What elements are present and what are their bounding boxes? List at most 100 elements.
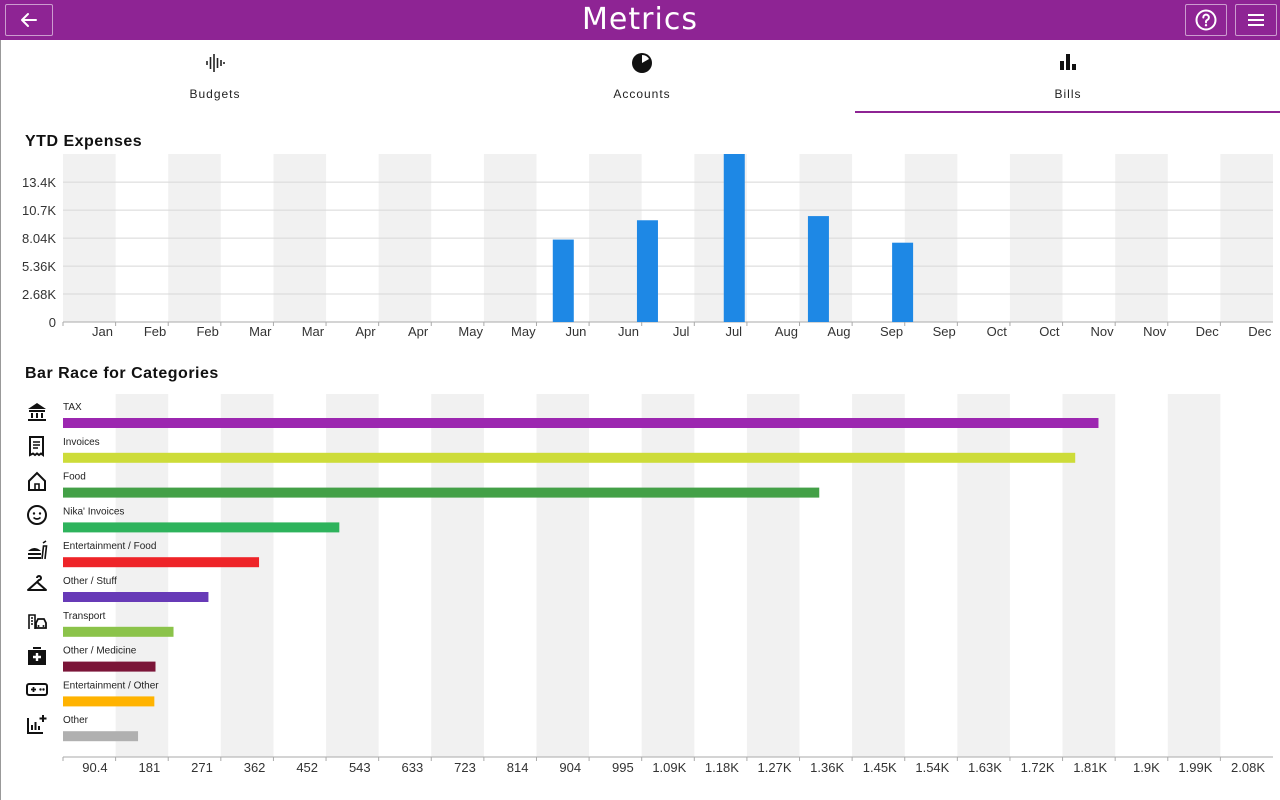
ytd-chart-title: YTD Expenses	[25, 133, 143, 150]
tab-indicator	[855, 111, 1280, 113]
x-tick-label: 633	[402, 760, 424, 775]
x-tick-label: Oct	[987, 324, 1008, 339]
bar-chart-icon	[1060, 54, 1076, 70]
x-tick-label: 1.63K	[968, 760, 1002, 775]
column-band	[431, 394, 484, 757]
expense-bar	[552, 239, 574, 322]
x-tick-label: 1.09K	[652, 760, 686, 775]
category-bar	[63, 731, 139, 742]
x-tick-label: 452	[296, 760, 318, 775]
back-button[interactable]	[5, 4, 53, 36]
house-icon	[28, 471, 46, 491]
tab-accounts[interactable]: Accounts	[429, 40, 855, 114]
category-bar	[63, 661, 156, 672]
help-circle-icon	[1195, 9, 1217, 31]
x-tick-label: May	[511, 324, 536, 339]
expense-bar	[807, 216, 829, 322]
tab-label: Bills	[1054, 87, 1082, 101]
medical-bag-icon	[28, 646, 46, 665]
category-label: Entertainment / Food	[63, 541, 156, 552]
category-label: Food	[63, 472, 86, 483]
help-button[interactable]	[1185, 4, 1227, 36]
x-tick-label: Sep	[933, 324, 956, 339]
x-tick-label: 1.18K	[705, 760, 739, 775]
category-label: Entertainment / Other	[63, 680, 159, 691]
category-label: Nika' Invoices	[63, 506, 124, 517]
category-label: Other / Medicine	[63, 646, 137, 657]
x-tick-label: 1.54K	[915, 760, 949, 775]
x-tick-label: Jun	[565, 324, 586, 339]
x-tick-label: 362	[244, 760, 266, 775]
x-tick-label: 1.27K	[758, 760, 792, 775]
category-bar	[63, 696, 155, 707]
column-band	[746, 394, 800, 757]
x-tick-label: Feb	[196, 324, 218, 339]
category-bar	[63, 522, 340, 533]
column-band	[957, 394, 1010, 757]
pie-chart-icon	[632, 53, 652, 73]
x-tick-label: 1.99K	[1178, 760, 1212, 775]
expense-bar	[723, 154, 745, 322]
x-tick-label: 904	[559, 760, 581, 775]
category-bar	[63, 452, 1076, 463]
x-tick-label: 1.36K	[810, 760, 844, 775]
x-tick-label: May	[458, 324, 483, 339]
x-tick-label: 181	[139, 760, 161, 775]
x-tick-label: 271	[191, 760, 213, 775]
frame-border	[0, 114, 1, 800]
tab-budgets[interactable]: Budgets	[2, 40, 428, 114]
arrow-left-icon	[21, 13, 37, 27]
category-label: Invoices	[63, 437, 100, 448]
x-tick-label: Jul	[673, 324, 690, 339]
column-band	[1062, 394, 1116, 757]
x-tick-label: 90.4	[82, 760, 107, 775]
taxi-icon	[28, 613, 47, 629]
waveform-icon	[206, 54, 225, 72]
ytd-expenses-chart: 0 2.68K 5.36K 8.04K 10.7K 13.4K Jan Feb Feb Mar Ma…	[22, 154, 1273, 339]
y-tick-label: 8.04K	[22, 231, 56, 246]
page-title: Metrics	[582, 2, 698, 37]
x-tick-label: Aug	[827, 324, 850, 339]
category-label: Other	[63, 715, 89, 726]
x-tick-label: Jul	[725, 324, 742, 339]
y-tick-label: 13.4K	[22, 175, 56, 190]
x-tick-label: 723	[454, 760, 476, 775]
column-band	[852, 394, 905, 757]
category-bar	[63, 626, 174, 637]
x-tick-label: Apr	[355, 324, 376, 339]
category-label: Transport	[63, 611, 106, 622]
x-tick-label: Nov	[1143, 324, 1167, 339]
x-tick-label: Jun	[618, 324, 639, 339]
x-tick-label: Mar	[302, 324, 325, 339]
column-band	[220, 394, 274, 757]
x-tick-label: Mar	[249, 324, 272, 339]
chart-add-icon	[27, 715, 47, 735]
gamepad-icon	[26, 683, 48, 697]
x-tick-label: 1.9K	[1133, 760, 1160, 775]
category-bar	[63, 418, 1099, 428]
expense-bar	[636, 220, 658, 322]
category-label: Other / Stuff	[63, 576, 117, 587]
x-tick-label: Jan	[92, 324, 113, 339]
column-band	[1167, 394, 1221, 757]
bar-race-chart: 90.4 181 271 362 452 543 633 723 814 904 995 1.09K 1…	[62, 394, 1273, 775]
metrics-tabs: Budgets Accounts Bills	[0, 40, 1280, 114]
race-chart-title: Bar Race for Categories	[25, 365, 219, 382]
y-tick-label: 5.36K	[22, 259, 56, 274]
x-tick-label: Oct	[1039, 324, 1060, 339]
category-bar	[63, 557, 260, 568]
x-tick-label: Nov	[1090, 324, 1114, 339]
x-tick-label: Feb	[144, 324, 166, 339]
menu-button[interactable]	[1235, 4, 1277, 36]
x-tick-label: 995	[612, 760, 634, 775]
x-tick-label: 2.08K	[1231, 760, 1265, 775]
column-band	[641, 394, 695, 757]
column-band	[326, 394, 379, 757]
bank-icon	[28, 403, 46, 421]
x-tick-label: Dec	[1248, 324, 1272, 339]
hanger-icon	[27, 575, 47, 591]
tab-bills[interactable]: Bills	[855, 40, 1280, 114]
x-tick-label: 1.45K	[863, 760, 897, 775]
app-bar: Metrics	[0, 0, 1280, 40]
expense-bar	[892, 242, 914, 322]
